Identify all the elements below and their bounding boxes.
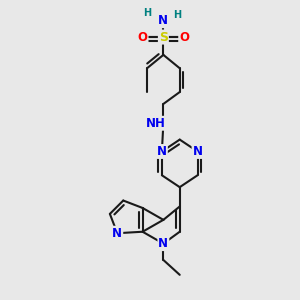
Text: N: N — [112, 227, 122, 240]
Text: N: N — [158, 237, 168, 250]
Text: O: O — [138, 31, 148, 44]
Text: S: S — [159, 31, 168, 44]
Text: N: N — [157, 145, 167, 158]
Text: H: H — [143, 8, 151, 18]
Text: NH: NH — [146, 117, 166, 130]
Text: H: H — [173, 10, 181, 20]
Text: N: N — [193, 145, 202, 158]
Text: O: O — [179, 31, 189, 44]
Text: N: N — [158, 14, 168, 27]
